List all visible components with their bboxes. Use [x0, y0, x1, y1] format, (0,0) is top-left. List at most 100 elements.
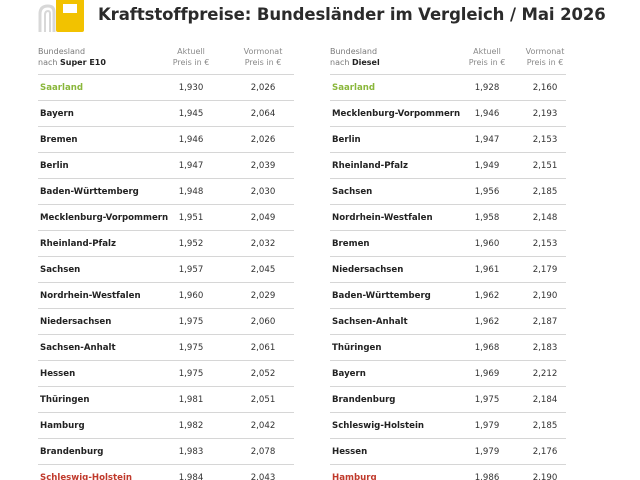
- table-row: Saarland 1,930 2,026: [38, 75, 294, 101]
- header-line2-prefix: nach: [330, 57, 352, 67]
- state-name: Sachsen-Anhalt: [40, 343, 116, 353]
- previous-price: 2,185: [532, 187, 558, 197]
- header-line2-prefix: nach: [38, 57, 60, 67]
- header: Kraftstoffpreise: Bundesländer im Vergle…: [0, 0, 640, 34]
- table-row: Sachsen-Anhalt 1,962 2,187: [330, 309, 566, 335]
- current-price: 1,968: [474, 343, 500, 353]
- current-price: 1,947: [474, 135, 500, 145]
- table-row: Mecklenburg-Vorpommern 1,951 2,049: [38, 205, 294, 231]
- current-price: 1,960: [474, 239, 500, 249]
- state-name: Bremen: [40, 135, 78, 145]
- table-row: Bremen 1,960 2,153: [330, 231, 566, 257]
- current-price: 1,946: [474, 109, 500, 119]
- table-row: Bremen 1,946 2,026: [38, 127, 294, 153]
- state-name: Niedersachsen: [332, 265, 404, 275]
- state-name: Hessen: [332, 447, 368, 457]
- previous-price: 2,064: [250, 109, 276, 119]
- table-rows: Saarland 1,930 2,026 Bayern 1,945 2,064 Bremen…: [38, 74, 294, 480]
- state-name: Thüringen: [332, 343, 382, 353]
- table-row: Schleswig-Holstein 1,979 2,185: [330, 413, 566, 439]
- header-previous: Vormonat Preis in €: [520, 47, 570, 68]
- previous-price: 2,045: [250, 265, 276, 275]
- table-row: Thüringen 1,981 2,051: [38, 387, 294, 413]
- table-row: Hessen 1,979 2,176: [330, 439, 566, 465]
- previous-price: 2,184: [532, 395, 558, 405]
- previous-price: 2,049: [250, 213, 276, 223]
- previous-price: 2,042: [250, 421, 276, 431]
- previous-price: 2,061: [250, 343, 276, 353]
- table-row: Hamburg 1,982 2,042: [38, 413, 294, 439]
- state-name: Hamburg: [40, 421, 85, 431]
- header-previous-line1: Vormonat: [243, 47, 283, 56]
- current-price: 1,979: [474, 421, 500, 431]
- current-price: 1,961: [474, 265, 500, 275]
- current-price: 1,951: [178, 213, 204, 223]
- table-row: Niedersachsen 1,961 2,179: [330, 257, 566, 283]
- state-name: Brandenburg: [40, 447, 104, 457]
- previous-price: 2,030: [250, 187, 276, 197]
- current-price: 1,960: [178, 291, 204, 301]
- table-row: Sachsen 1,956 2,185: [330, 179, 566, 205]
- header-bundesland: Bundesland nach Super E10: [38, 47, 106, 68]
- state-name: Sachsen: [40, 265, 81, 275]
- state-name: Saarland: [40, 83, 84, 93]
- table-row: Rheinland-Pfalz 1,952 2,032: [38, 231, 294, 257]
- state-name: Baden-Württemberg: [40, 187, 139, 197]
- state-name: Saarland: [332, 83, 376, 93]
- current-price: 1,962: [474, 317, 500, 327]
- previous-price: 2,183: [532, 343, 558, 353]
- state-name: Bayern: [40, 109, 74, 119]
- previous-price: 2,148: [532, 213, 558, 223]
- state-name: Thüringen: [40, 395, 90, 405]
- fuel-pump-icon: [38, 0, 84, 32]
- current-price: 1,946: [178, 135, 204, 145]
- table-row: Brandenburg 1,983 2,078: [38, 439, 294, 465]
- previous-price: 2,026: [250, 83, 276, 93]
- previous-price: 2,043: [250, 473, 276, 480]
- state-name: Sachsen: [332, 187, 373, 197]
- previous-price: 2,185: [532, 421, 558, 431]
- current-price: 1,958: [474, 213, 500, 223]
- table-row: Baden-Württemberg 1,962 2,190: [330, 283, 566, 309]
- previous-price: 2,039: [250, 161, 276, 171]
- table-row: Mecklenburg-Vorpommern 1,946 2,193: [330, 101, 566, 127]
- table-row: Hessen 1,975 2,052: [38, 361, 294, 387]
- header-line1: Bundesland: [330, 47, 378, 56]
- previous-price: 2,051: [250, 395, 276, 405]
- table-row: Saarland 1,928 2,160: [330, 75, 566, 101]
- table-row: Thüringen 1,968 2,183: [330, 335, 566, 361]
- state-name: Mecklenburg-Vorpommern: [332, 109, 461, 119]
- state-name: Nordrhein-Westfalen: [40, 291, 141, 301]
- current-price: 1,975: [178, 343, 204, 353]
- current-price: 1,986: [474, 473, 500, 480]
- header-previous-line2: Preis in €: [244, 57, 282, 67]
- table-row: Schleswig-Holstein 1,984 2,043: [38, 465, 294, 480]
- header-previous-line2: Preis in €: [526, 57, 564, 67]
- header-bundesland: Bundesland nach Diesel: [330, 47, 380, 68]
- current-price: 1,948: [178, 187, 204, 197]
- header-fuel: Diesel: [351, 57, 380, 67]
- page-title: Kraftstoffpreise: Bundesländer im Vergle…: [98, 5, 606, 24]
- previous-price: 2,160: [532, 83, 558, 93]
- current-price: 1,957: [178, 265, 204, 275]
- state-name: Brandenburg: [332, 395, 396, 405]
- previous-price: 2,179: [532, 265, 558, 275]
- table-row: Bayern 1,969 2,212: [330, 361, 566, 387]
- previous-price: 2,190: [532, 473, 558, 480]
- current-price: 1,983: [178, 447, 204, 457]
- table-row: Sachsen-Anhalt 1,975 2,061: [38, 335, 294, 361]
- table-diesel: Bundesland nach Diesel Aktuell Preis in …: [330, 47, 566, 480]
- current-price: 1,930: [178, 83, 204, 93]
- previous-price: 2,029: [250, 291, 276, 301]
- current-price: 1,982: [178, 421, 204, 431]
- current-price: 1,956: [474, 187, 500, 197]
- table-rows: Saarland 1,928 2,160 Mecklenburg-Vorpommern…: [330, 74, 566, 480]
- state-name: Berlin: [332, 135, 361, 145]
- previous-price: 2,153: [532, 135, 558, 145]
- state-name: Schleswig-Holstein: [40, 473, 133, 480]
- state-name: Niedersachsen: [40, 317, 112, 327]
- state-name: Rheinland-Pfalz: [332, 161, 408, 171]
- table-row: Berlin 1,947 2,153: [330, 127, 566, 153]
- header-previous-line1: Vormonat: [525, 47, 565, 56]
- state-name: Nordrhein-Westfalen: [332, 213, 433, 223]
